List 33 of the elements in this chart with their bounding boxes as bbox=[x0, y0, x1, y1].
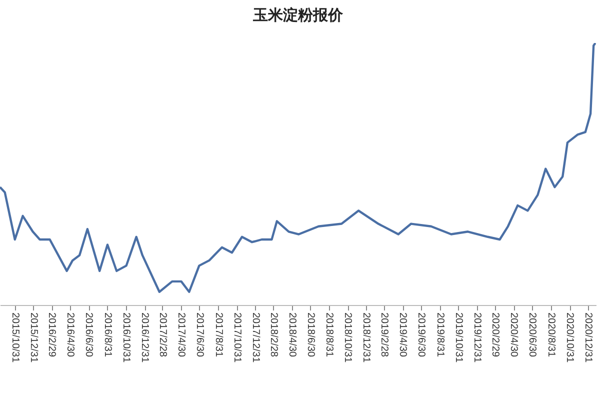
x-tick-label: 2019/8/31 bbox=[434, 312, 446, 358]
x-tick-label: 2020/6/30 bbox=[526, 312, 538, 358]
x-tick-label: 2018/4/30 bbox=[286, 312, 298, 358]
x-tick-label: 2017/4/30 bbox=[175, 312, 186, 358]
x-tick-label: 2016/6/30 bbox=[83, 312, 94, 358]
x-tick-label: 2016/12/31 bbox=[139, 312, 150, 363]
x-tick-label: 2019/4/30 bbox=[397, 312, 408, 358]
x-tick-label: 2020/2/29 bbox=[490, 312, 501, 358]
x-tick-label: 2015/12/31 bbox=[28, 312, 39, 363]
x-tick-label: 2020/12/31 bbox=[582, 312, 594, 363]
x-tick-label: 2018/6/30 bbox=[304, 312, 316, 358]
x-tick-label: 2019/12/31 bbox=[471, 312, 482, 363]
x-tick-label: 2017/8/31 bbox=[212, 312, 224, 358]
x-tick-label: 2017/6/30 bbox=[194, 312, 205, 358]
x-tick-label: 2016/8/31 bbox=[102, 312, 113, 358]
x-tick-label: 2015/10/31 bbox=[9, 312, 20, 363]
x-tick-label: 2019/2/28 bbox=[378, 312, 390, 358]
x-tick-label: 2019/10/31 bbox=[452, 312, 464, 363]
x-tick-label: 2016/4/30 bbox=[64, 312, 76, 358]
x-tick-label: 2018/8/31 bbox=[324, 312, 335, 358]
x-tick-label: 2018/2/28 bbox=[268, 312, 279, 358]
x-tick-label: 2017/10/31 bbox=[231, 312, 242, 363]
x-tick-label: 2016/10/31 bbox=[120, 312, 132, 363]
x-tick-label: 2020/10/31 bbox=[564, 312, 576, 363]
x-tick-label: 2016/2/29 bbox=[46, 312, 58, 358]
x-tick-label: 2017/12/31 bbox=[250, 312, 261, 363]
x-tick-label: 2020/8/31 bbox=[546, 312, 557, 358]
x-tick-label: 2018/10/31 bbox=[342, 312, 354, 363]
x-tick-label: 2018/12/31 bbox=[360, 312, 372, 363]
x-tick-label: 2020/4/30 bbox=[508, 312, 520, 358]
x-tick-label: 2017/2/28 bbox=[156, 312, 168, 358]
x-tick-label: 2019/6/30 bbox=[416, 312, 427, 358]
chart-title: 玉米淀粉报价 bbox=[252, 6, 344, 24]
